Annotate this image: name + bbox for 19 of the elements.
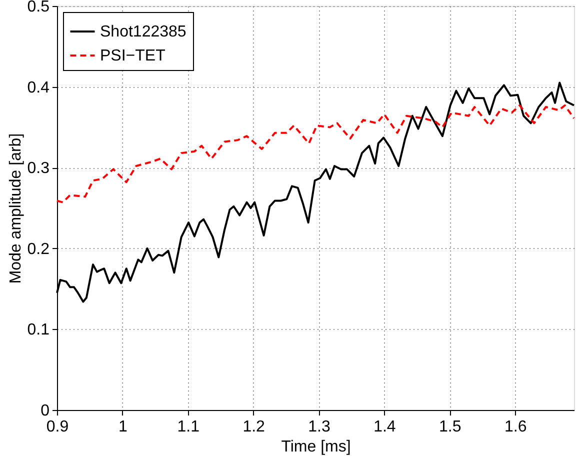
y-tick-label: 0.1 <box>27 322 50 339</box>
legend-label: Shot122385 <box>100 24 186 40</box>
y-tick-label: 0 <box>40 402 50 420</box>
y-tick-label: 0.3 <box>27 160 50 178</box>
y-tick-label: 0.5 <box>27 0 50 16</box>
x-tick-label: 1.5 <box>439 418 462 436</box>
y-axis-title: Mode amplitude [arb] <box>7 133 24 284</box>
x-tick-label: 1.2 <box>242 418 266 436</box>
y-tick-label: 0.4 <box>27 79 50 96</box>
x-tick-label: 1.6 <box>504 418 527 436</box>
x-tick-label: 1.4 <box>374 418 396 436</box>
x-tick-label: 1.1 <box>177 418 200 436</box>
x-tick-label: 1 <box>118 418 128 436</box>
x-tick-label: 1.3 <box>308 418 330 436</box>
x-tick-label: 0.9 <box>46 418 69 436</box>
legend-label: PSI−TET <box>100 48 166 64</box>
x-axis-title: Time [ms] <box>281 438 351 456</box>
y-tick-label: 0.2 <box>27 240 50 258</box>
line-series <box>56 104 575 204</box>
